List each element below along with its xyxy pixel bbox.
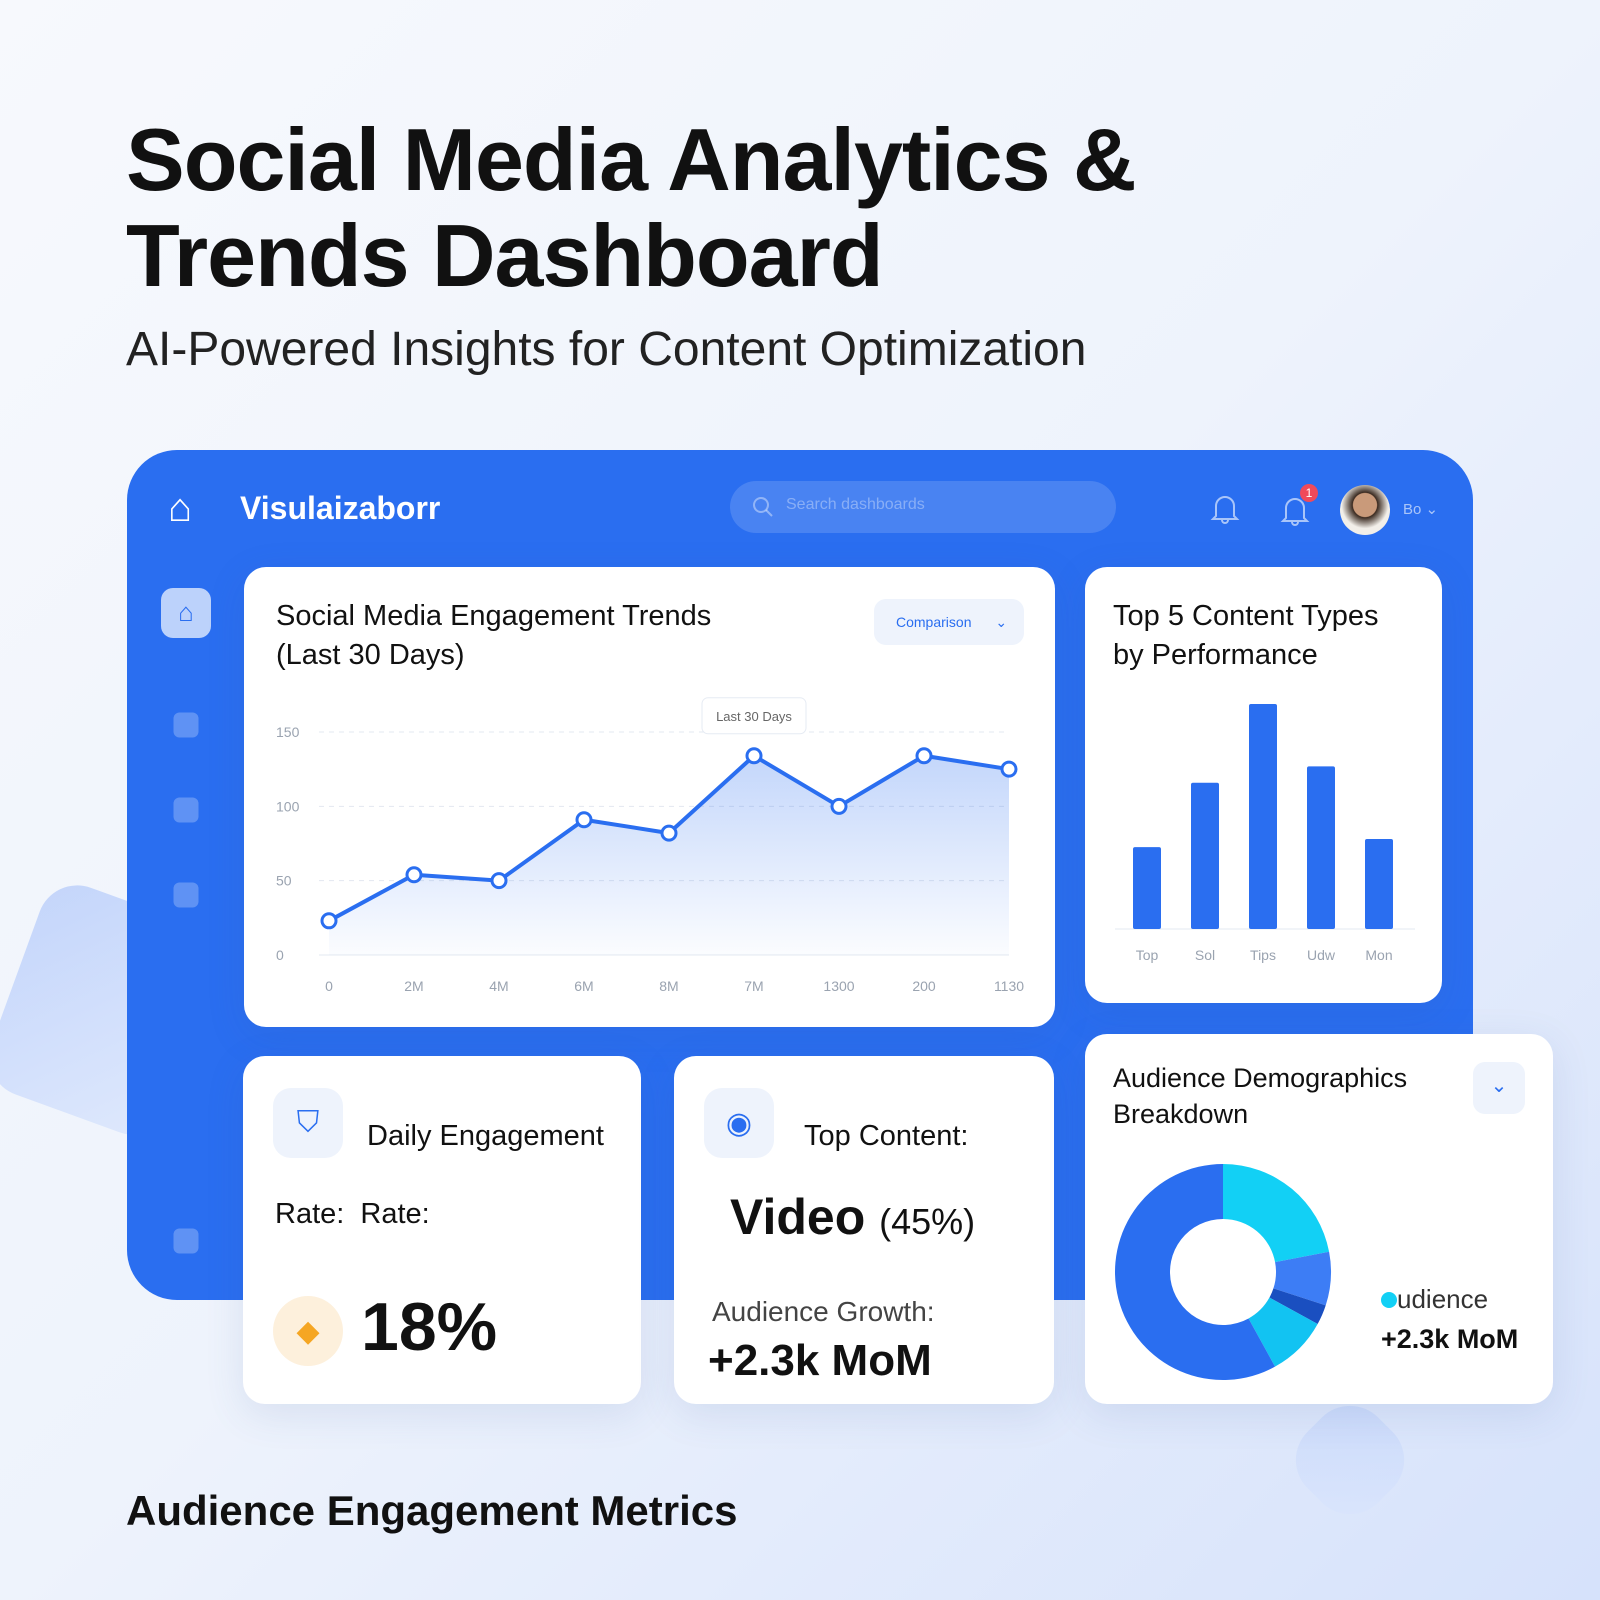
top-content-types-card: Top 5 Content Types by Performance Top Sol… — [1085, 567, 1442, 1003]
growth-label: Audience Growth: — [712, 1296, 935, 1327]
data-point — [575, 811, 593, 829]
data-point — [490, 872, 508, 890]
sidebar-item-3[interactable] — [173, 797, 199, 823]
x-tick-label: Mon — [1365, 947, 1392, 963]
x-tick-label: 4M — [489, 978, 508, 994]
card-title: Audience Demographics Breakdown — [1113, 1063, 1408, 1129]
engagement-trends-card: Social Media Engagement Trends (Last 30 D… — [244, 567, 1055, 1027]
search-icon — [753, 497, 773, 517]
donut-slice — [1273, 1251, 1331, 1306]
audience-demographics-card: Audience Demographics Breakdown ⌄ udience… — [1085, 1034, 1553, 1404]
legend-swatch — [1381, 1292, 1397, 1308]
data-point — [660, 824, 678, 842]
comparison-dropdown[interactable]: Comparison ⌄ — [874, 599, 1024, 645]
data-point — [1000, 760, 1018, 778]
data-point — [405, 866, 423, 884]
legend-item: udience — [1381, 1284, 1488, 1315]
daily-engagement-card: ⛉ Daily Engagement Rate: Rate: ◆ 18% — [243, 1056, 641, 1404]
x-tick-label: 200 — [912, 978, 936, 994]
x-tick-label: Tips — [1250, 947, 1276, 963]
y-tick-label: 100 — [276, 798, 300, 814]
chevron-down-icon: ⌄ — [1490, 1075, 1508, 1097]
x-tick-label: 0 — [325, 978, 333, 994]
data-point — [745, 747, 763, 765]
x-tick-label: 1130 — [994, 978, 1024, 994]
footer-heading: Audience Engagement Metrics — [126, 1487, 738, 1534]
y-tick-label: 50 — [276, 873, 292, 889]
chevron-down-icon: ⌄ — [995, 614, 1008, 630]
x-tick-label: 7M — [744, 978, 763, 994]
bar — [1133, 847, 1161, 929]
bar — [1249, 704, 1277, 929]
kpi-value: 18% — [361, 1289, 498, 1365]
top-content-card: ◉ Top Content: Video (45%) Audience Grow… — [674, 1056, 1054, 1404]
bar — [1191, 782, 1219, 929]
x-tick-label: Top — [1136, 947, 1159, 963]
notification-badge: 1 — [1300, 484, 1318, 502]
donut-slice — [1269, 1288, 1326, 1325]
kpi-label: Top Content: — [804, 1120, 969, 1152]
bar — [1365, 839, 1393, 929]
demographics-dropdown[interactable]: ⌄ — [1473, 1062, 1525, 1114]
sidebar-item-home[interactable]: ⌂ — [161, 588, 211, 638]
search-input[interactable]: Search dashboards — [730, 481, 1116, 533]
x-tick-label: 1300 — [823, 978, 854, 994]
chart-icon: ◆ — [273, 1296, 343, 1366]
card-title: Social Media Engagement Trends (Last 30 D… — [276, 600, 712, 671]
tooltip — [701, 697, 807, 735]
x-tick-label: Sol — [1195, 947, 1215, 963]
donut-slice — [1223, 1164, 1330, 1263]
donut-chart — [1115, 1164, 1331, 1380]
page-subtitle: AI-Powered Insights for Content Optimiza… — [126, 323, 1087, 376]
home-logo-icon[interactable]: ⌂ — [168, 486, 193, 530]
line-chart: 0 50 100 150 0 2M 4M 6M 8M 7M 1300 200 1130 Last 30 D… — [276, 697, 1024, 994]
bar-chart: Top Sol Tips Udw Mon — [1115, 704, 1415, 963]
kpi-sublabel: Rate: Rate: — [275, 1198, 430, 1230]
growth-value: +2.3k MoM — [708, 1336, 932, 1385]
x-tick-label: 8M — [659, 978, 678, 994]
sidebar-item-settings[interactable] — [173, 1228, 199, 1254]
y-tick-label: 150 — [276, 724, 300, 740]
shield-icon: ⛉ — [273, 1088, 343, 1158]
x-tick-label: 2M — [404, 978, 423, 994]
sidebar-item-4[interactable] — [173, 882, 199, 908]
notifications-icon[interactable] — [1280, 494, 1310, 526]
sidebar-item-2[interactable] — [173, 712, 199, 738]
x-tick-label: Udw — [1307, 947, 1336, 963]
legend-value: +2.3k MoM — [1381, 1324, 1519, 1354]
donut-slice — [1248, 1297, 1318, 1367]
page-title: Social Media Analytics & Trends Dashboard — [126, 110, 1137, 305]
card-title: Top 5 Content Types by Performance — [1113, 600, 1379, 671]
camera-icon: ◉ — [704, 1088, 774, 1158]
kpi-value: Video (45%) — [730, 1189, 976, 1245]
decor-shape — [1279, 1389, 1421, 1531]
x-tick-label: 6M — [574, 978, 593, 994]
user-menu[interactable]: Bo ⌄ — [1403, 501, 1439, 518]
y-tick-label: 0 — [276, 947, 284, 963]
avatar[interactable] — [1340, 485, 1390, 535]
donut-slice — [1115, 1164, 1276, 1380]
bar — [1307, 766, 1335, 929]
area-fill — [329, 755, 1009, 955]
data-point — [320, 912, 338, 930]
data-point — [915, 747, 933, 765]
bell-icon[interactable] — [1210, 492, 1240, 524]
data-point — [830, 797, 848, 815]
app-name: Visulaizaborr — [240, 490, 441, 526]
kpi-label: Daily Engagement — [367, 1120, 604, 1152]
tooltip-text: Last 30 Days — [716, 709, 792, 724]
